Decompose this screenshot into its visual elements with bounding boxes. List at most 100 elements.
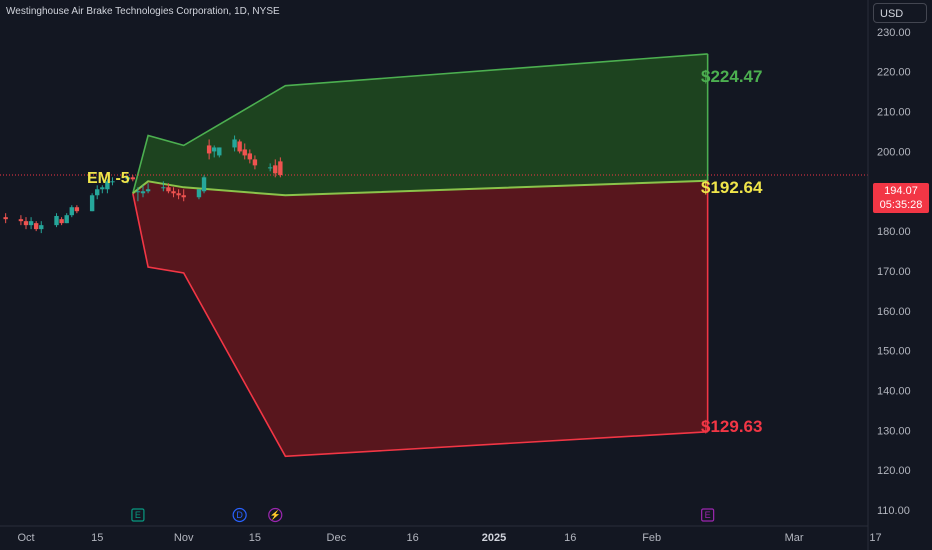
expected-move-zones [132, 53, 709, 458]
time-tick-label: 2025 [482, 532, 506, 544]
candle [54, 213, 59, 228]
candle [59, 217, 64, 226]
candle-body [247, 153, 253, 160]
event-marker: E [701, 508, 715, 522]
candle-body [23, 221, 29, 226]
candle-body [28, 221, 34, 226]
candle [64, 213, 69, 224]
candle-body [18, 219, 24, 222]
time-tick-label: Mar [785, 532, 804, 544]
candle [201, 175, 207, 194]
event-badge-label: E [135, 510, 141, 520]
bull-zone [132, 53, 708, 196]
candle [171, 187, 176, 198]
price-axis[interactable]: 110.00 120.00 130.00 140.00 150.00 160.00 170.… [877, 27, 911, 517]
currency-selector[interactable]: USD [873, 3, 927, 23]
price-tick-label: 170.00 [877, 266, 911, 278]
candle [196, 189, 202, 200]
candle [89, 193, 95, 212]
bear-zone [132, 180, 708, 457]
candle [110, 177, 115, 186]
candle-body [39, 225, 44, 230]
candle-body [252, 159, 258, 166]
candle-body [166, 187, 171, 192]
candle-body [171, 191, 176, 194]
candle-body [130, 177, 136, 180]
time-axis[interactable]: Oct 15 Nov 15 Dec 16 2025 16 Feb Mar 17 [17, 532, 881, 544]
time-tick-label: Nov [174, 532, 194, 544]
candle [3, 213, 8, 224]
lower-target-label: $129.63 [701, 417, 762, 436]
candle [161, 181, 166, 192]
candle [166, 183, 171, 194]
candle [267, 163, 273, 172]
event-marker: D [232, 507, 247, 523]
time-tick-label: Dec [327, 532, 347, 544]
candle-body [125, 177, 130, 180]
candle-body [59, 219, 64, 224]
chart-title: Westinghouse Air Brake Technologies Corp… [6, 6, 280, 17]
candle-body [267, 167, 273, 169]
candle-body [145, 189, 151, 192]
candle [206, 139, 212, 160]
price-tick-label: 210.00 [877, 107, 911, 119]
price-tick-label: 140.00 [877, 386, 911, 398]
candle-body [140, 191, 146, 194]
event-badge-label: ⚡ [270, 509, 281, 521]
price-tick-label: 130.00 [877, 425, 911, 437]
candle-body [232, 139, 237, 148]
candle [23, 217, 29, 230]
price-tick-label: 230.00 [877, 27, 911, 39]
candle-body [64, 215, 69, 224]
event-badge [701, 508, 715, 522]
candle [247, 149, 253, 164]
candle [125, 175, 130, 184]
event-marker: ⚡ [268, 507, 283, 523]
candle [39, 221, 44, 234]
price-tick-label: 150.00 [877, 346, 911, 358]
candle [212, 145, 217, 158]
candle-body [176, 193, 181, 196]
candle-body [54, 215, 59, 226]
candle-body [100, 187, 105, 190]
candle-body [135, 191, 141, 193]
candle [18, 215, 24, 226]
candle-body [278, 161, 283, 176]
candle [140, 185, 146, 198]
candle-body [212, 147, 217, 152]
candle [237, 139, 242, 154]
candle [242, 143, 247, 160]
candle [181, 189, 186, 202]
candle [232, 135, 237, 152]
candle-body [74, 207, 80, 212]
candle-body [95, 189, 100, 196]
candle-body [242, 149, 247, 156]
candle [145, 183, 151, 194]
candle [100, 185, 105, 194]
candle-body [89, 195, 95, 212]
upper-bound-line [132, 53, 708, 194]
candle [135, 187, 141, 202]
candle-body [161, 187, 166, 189]
event-marker: E [131, 508, 145, 522]
event-badge [268, 507, 283, 523]
lower-bound-line [132, 193, 708, 458]
candle-body [237, 141, 242, 152]
candle-body [105, 181, 110, 190]
candle-body [33, 223, 39, 230]
price-tick-label: 200.00 [877, 146, 911, 158]
event-badge-label: D [236, 510, 243, 520]
candle [273, 159, 278, 178]
candlestick-series [3, 135, 283, 234]
candle [217, 147, 222, 158]
candle [130, 175, 136, 182]
time-tick-label: Feb [642, 532, 661, 544]
last-price-tag: 194.07 05:35:28 [873, 183, 929, 213]
candle-body [110, 181, 115, 183]
last-price-value: 194.07 [884, 185, 918, 197]
candle [74, 205, 80, 214]
candle [105, 179, 110, 194]
candle-body [273, 165, 278, 174]
event-markers: E D ⚡ E [131, 507, 715, 523]
